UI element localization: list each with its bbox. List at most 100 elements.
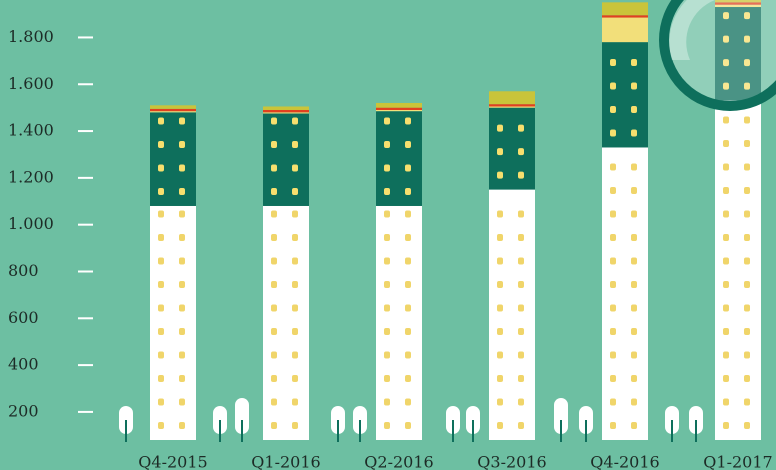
window	[405, 399, 411, 406]
window	[631, 399, 637, 406]
window	[610, 281, 616, 288]
window	[631, 352, 637, 359]
window	[179, 281, 185, 288]
window	[405, 188, 411, 195]
window	[158, 164, 164, 171]
window	[723, 328, 729, 335]
window	[610, 399, 616, 406]
bar-segment	[376, 103, 422, 108]
bar-segment	[489, 108, 535, 190]
x-tick-label: Q4-2015	[138, 453, 207, 470]
window	[497, 211, 503, 218]
window	[405, 141, 411, 148]
bar-segment	[376, 108, 422, 110]
window	[744, 258, 750, 265]
window	[384, 422, 390, 429]
window	[271, 305, 277, 312]
window	[744, 305, 750, 312]
window	[179, 305, 185, 312]
window	[744, 234, 750, 241]
window	[384, 211, 390, 218]
window	[179, 422, 185, 429]
window	[271, 164, 277, 171]
window	[158, 328, 164, 335]
window	[497, 399, 503, 406]
window	[631, 234, 637, 241]
window	[631, 82, 637, 89]
window	[271, 422, 277, 429]
window	[610, 375, 616, 382]
window	[497, 125, 503, 132]
bar-segment	[489, 190, 535, 440]
window	[405, 375, 411, 382]
bar-segment	[489, 104, 535, 106]
window	[518, 258, 524, 265]
window	[744, 187, 750, 194]
window	[179, 164, 185, 171]
window	[518, 125, 524, 132]
window	[744, 117, 750, 124]
window	[497, 234, 503, 241]
bar-segment	[602, 18, 648, 43]
window	[723, 399, 729, 406]
window	[179, 258, 185, 265]
window	[179, 399, 185, 406]
bar-segment	[602, 42, 648, 147]
window	[292, 352, 298, 359]
window	[723, 375, 729, 382]
window	[292, 375, 298, 382]
window	[158, 258, 164, 265]
window	[292, 117, 298, 124]
window	[610, 59, 616, 66]
window	[292, 234, 298, 241]
window	[179, 352, 185, 359]
window	[497, 328, 503, 335]
y-tick-label: 1.400	[8, 121, 54, 140]
window	[723, 117, 729, 124]
window	[384, 281, 390, 288]
window	[271, 352, 277, 359]
window	[723, 422, 729, 429]
window	[610, 164, 616, 171]
y-tick-label: 1.800	[8, 27, 54, 46]
window	[158, 117, 164, 124]
bar-segment	[150, 105, 196, 109]
window	[497, 375, 503, 382]
window	[384, 399, 390, 406]
window	[292, 328, 298, 335]
window	[405, 258, 411, 265]
window	[744, 328, 750, 335]
window	[518, 148, 524, 155]
window	[384, 258, 390, 265]
window	[631, 258, 637, 265]
window	[384, 352, 390, 359]
window	[518, 234, 524, 241]
y-tick-label: 400	[8, 355, 39, 374]
window	[723, 305, 729, 312]
window	[271, 328, 277, 335]
x-tick-label: Q1-2016	[251, 453, 320, 470]
window	[179, 188, 185, 195]
window	[292, 399, 298, 406]
window	[744, 140, 750, 147]
bar-segment	[376, 111, 422, 206]
window	[405, 281, 411, 288]
window	[292, 305, 298, 312]
bar-segment	[150, 111, 196, 112]
window	[271, 117, 277, 124]
bar-segment	[715, 101, 761, 440]
y-tick-label: 1.000	[8, 214, 54, 233]
bar-segment	[376, 110, 422, 111]
y-tick-label: 1.600	[8, 74, 54, 93]
x-tick-label: Q3-2016	[477, 453, 546, 470]
window	[271, 281, 277, 288]
window	[405, 164, 411, 171]
window	[271, 399, 277, 406]
window	[271, 375, 277, 382]
window	[610, 187, 616, 194]
window	[723, 187, 729, 194]
bar-segment	[150, 112, 196, 206]
window	[610, 234, 616, 241]
window	[723, 281, 729, 288]
window	[292, 258, 298, 265]
